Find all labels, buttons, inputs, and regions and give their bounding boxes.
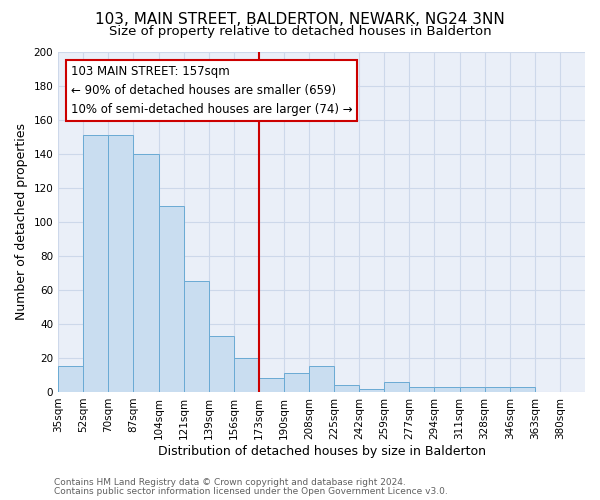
Bar <box>58 366 83 392</box>
Bar <box>434 387 460 392</box>
Bar <box>409 387 434 392</box>
Bar <box>109 135 133 392</box>
Y-axis label: Number of detached properties: Number of detached properties <box>15 123 28 320</box>
Text: Contains HM Land Registry data © Crown copyright and database right 2024.: Contains HM Land Registry data © Crown c… <box>54 478 406 487</box>
Bar <box>334 385 359 392</box>
Bar <box>259 378 284 392</box>
Bar <box>385 382 409 392</box>
Bar <box>234 358 259 392</box>
Bar <box>133 154 158 392</box>
Bar <box>184 282 209 392</box>
Bar <box>510 387 535 392</box>
Bar <box>209 336 234 392</box>
Text: Contains public sector information licensed under the Open Government Licence v3: Contains public sector information licen… <box>54 487 448 496</box>
Text: Size of property relative to detached houses in Balderton: Size of property relative to detached ho… <box>109 25 491 38</box>
Bar <box>460 387 485 392</box>
X-axis label: Distribution of detached houses by size in Balderton: Distribution of detached houses by size … <box>158 444 485 458</box>
Bar <box>485 387 510 392</box>
Text: 103 MAIN STREET: 157sqm
← 90% of detached houses are smaller (659)
10% of semi-d: 103 MAIN STREET: 157sqm ← 90% of detache… <box>71 65 352 116</box>
Text: 103, MAIN STREET, BALDERTON, NEWARK, NG24 3NN: 103, MAIN STREET, BALDERTON, NEWARK, NG2… <box>95 12 505 28</box>
Bar <box>83 135 109 392</box>
Bar <box>309 366 334 392</box>
Bar <box>359 388 385 392</box>
Bar <box>158 206 184 392</box>
Bar <box>284 373 309 392</box>
